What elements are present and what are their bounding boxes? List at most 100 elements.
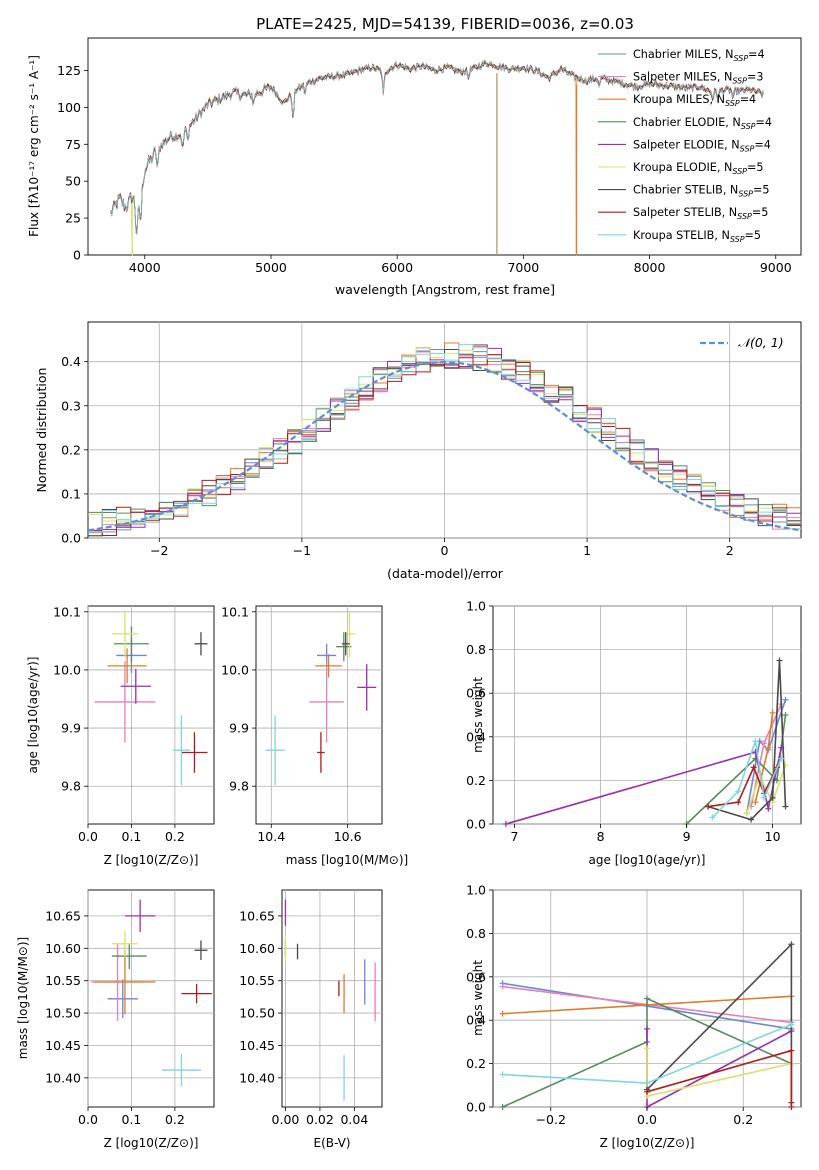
legend-label-subscript: SSP bbox=[732, 167, 747, 176]
legend-label-tail: =5 bbox=[753, 184, 770, 197]
x-tick-label: 6000 bbox=[381, 260, 413, 275]
mass-vs-extinction-frame bbox=[281, 889, 383, 1108]
y-tick-label: 9.9 bbox=[229, 721, 249, 736]
legend-label-tail: =5 bbox=[747, 161, 764, 174]
x-tick-label: 10.4 bbox=[257, 829, 285, 844]
errorbar-point bbox=[124, 899, 156, 933]
x-tick-label: 0 bbox=[441, 543, 449, 558]
residuals-ylabel: Normed distribution bbox=[34, 368, 49, 493]
y-tick-label: 0 bbox=[73, 248, 81, 263]
age-vs-mass-frame bbox=[255, 605, 383, 825]
errorbar-point bbox=[315, 654, 342, 678]
x-tick-label: 0.2 bbox=[165, 829, 185, 844]
errorbar-point bbox=[357, 664, 377, 711]
legend-label-main: Kroupa MILES, N bbox=[633, 93, 725, 106]
y-tick-label: 75 bbox=[65, 137, 81, 152]
legend-label-subscript: SSP bbox=[738, 190, 753, 199]
x-tick-label: 2 bbox=[726, 543, 734, 558]
y-tick-label: 0.0 bbox=[61, 531, 81, 546]
y-tick-label: 0.0 bbox=[466, 817, 486, 832]
errorbar-point bbox=[317, 732, 325, 773]
y-tick-label: 0.8 bbox=[466, 926, 486, 941]
spectrum-frame bbox=[87, 37, 802, 256]
mass-vs-metallicity-panel: 0.0 0.1 0.210.4010.4510.5010.5510.6010.65 … bbox=[16, 889, 215, 1150]
y-tick-label: 10.45 bbox=[45, 1038, 81, 1053]
errorbar-point bbox=[111, 610, 138, 658]
legend-label-main: Kroupa ELODIE, N bbox=[633, 161, 732, 174]
y-tick-label: 10.55 bbox=[45, 973, 81, 988]
mass-vs-extinction-axes: 0.00 0.02 0.04 10.40 10.45 10.50 10.55 10.60 10.… bbox=[239, 908, 368, 1127]
residuals-axes: −2 −1 0 1 2 0.0 0.1 0.2 0.3 0.4 bbox=[61, 354, 734, 558]
x-tick-label: 7000 bbox=[507, 260, 539, 275]
y-tick-label: 10.40 bbox=[45, 1070, 81, 1085]
age-vs-metallicity-xlabel: Z [log10(Z/Z⊙)] bbox=[104, 853, 199, 867]
x-tick-label: 0.2 bbox=[733, 1112, 753, 1127]
legend-label: Kroupa MILES, NSSP=4 bbox=[633, 93, 756, 108]
legend-label-tail: =5 bbox=[752, 206, 769, 219]
errorbar-point bbox=[111, 943, 147, 970]
x-tick-label: 9 bbox=[683, 829, 691, 844]
spectrum-axes: 4000 5000 6000 7000 8000 9000 0 25 50 75 100 125 bbox=[57, 63, 792, 275]
y-tick-label: 0.0 bbox=[466, 1100, 486, 1115]
weight-vs-metallicity-panel: −0.2 0.0 0.2 0.0 0.2 0.4 0.6 0.8 1.0 Z [log10(Z/… bbox=[466, 883, 802, 1150]
legend-label-subscript: SSP bbox=[737, 212, 752, 221]
residuals-legend: 𝒩(0, 1) bbox=[700, 335, 784, 350]
weight-vs-metallicity-ylabel: mass weight bbox=[471, 960, 485, 1036]
legend-label: Salpeter ELODIE, NSSP=4 bbox=[633, 138, 771, 153]
legend-label-subscript: SSP bbox=[725, 99, 740, 108]
y-tick-label: 0.6 bbox=[466, 686, 486, 701]
x-tick-label: 0.02 bbox=[306, 1112, 334, 1127]
legend-label-tail: =4 bbox=[755, 116, 772, 129]
legend-label-tail: =4 bbox=[748, 48, 765, 61]
errorbar-point bbox=[94, 661, 156, 743]
y-tick-label: 0.4 bbox=[466, 729, 486, 744]
y-tick-label: 1.0 bbox=[466, 883, 486, 898]
y-tick-label: 0.2 bbox=[466, 773, 486, 788]
y-tick-label: 10.50 bbox=[45, 1006, 81, 1021]
legend-label-subscript: SSP bbox=[741, 122, 756, 131]
y-tick-label: 10.55 bbox=[239, 973, 275, 988]
y-tick-label: 0.2 bbox=[61, 442, 81, 457]
y-tick-label: 0.3 bbox=[61, 398, 81, 413]
y-tick-label: 10.1 bbox=[221, 604, 249, 619]
legend-label: Chabrier ELODIE, NSSP=4 bbox=[633, 116, 772, 131]
y-tick-label: 50 bbox=[65, 174, 81, 189]
residuals-plot-area bbox=[87, 322, 802, 539]
legend-label-main: Kroupa STELIB, N bbox=[633, 229, 730, 242]
y-tick-label: 0.8 bbox=[466, 642, 486, 657]
x-tick-label: 5000 bbox=[255, 260, 287, 275]
y-tick-label: 125 bbox=[57, 63, 81, 78]
errorbar-point bbox=[161, 1053, 201, 1087]
spectrum-title: PLATE=2425, MJD=54139, FIBERID=0036, z=0… bbox=[256, 15, 634, 33]
legend-label-subscript: SSP bbox=[740, 144, 755, 153]
y-tick-label: 10.0 bbox=[221, 662, 249, 677]
errorbar-point bbox=[194, 632, 208, 656]
x-tick-label: 10 bbox=[765, 829, 781, 844]
legend-label-tail: =4 bbox=[740, 93, 757, 106]
y-tick-label: 10.50 bbox=[239, 1006, 275, 1021]
errorbar-point bbox=[107, 979, 138, 1019]
x-tick-label: 0.1 bbox=[122, 1112, 142, 1127]
y-tick-label: 10.40 bbox=[239, 1070, 275, 1085]
errorbar-point bbox=[114, 626, 149, 662]
errorbar-point bbox=[94, 949, 156, 1015]
errorbar-point bbox=[309, 661, 344, 743]
errorbar-point bbox=[107, 648, 147, 684]
legend-label: Salpeter MILES, NSSP=3 bbox=[633, 71, 764, 86]
legend-label-main: Salpeter STELIB, N bbox=[633, 206, 737, 219]
weight-vs-metallicity-axes: −0.2 0.0 0.2 0.0 0.2 0.4 0.6 0.8 1.0 bbox=[466, 883, 753, 1128]
spectrum-series-line bbox=[110, 60, 764, 234]
residuals-panel: −2 −1 0 1 2 0.0 0.1 0.2 0.3 0.4 (data-model)/erro… bbox=[34, 321, 802, 581]
mass-weight-line bbox=[502, 997, 792, 1108]
mass-vs-metallicity-ylabel: mass [log10(M/M⊙)] bbox=[16, 937, 30, 1059]
y-tick-label: 10.0 bbox=[53, 662, 81, 677]
y-tick-label: 1.0 bbox=[466, 599, 486, 614]
errorbar-point bbox=[172, 715, 191, 786]
normal-reference-curve bbox=[87, 360, 802, 532]
legend-label-subscript: SSP bbox=[732, 77, 747, 86]
weight-vs-age-plot-area bbox=[493, 605, 801, 827]
x-tick-label: 0.2 bbox=[165, 1112, 185, 1127]
x-tick-label: 8000 bbox=[634, 260, 666, 275]
legend-label: Kroupa STELIB, NSSP=5 bbox=[633, 229, 761, 244]
y-tick-label: 100 bbox=[57, 100, 81, 115]
